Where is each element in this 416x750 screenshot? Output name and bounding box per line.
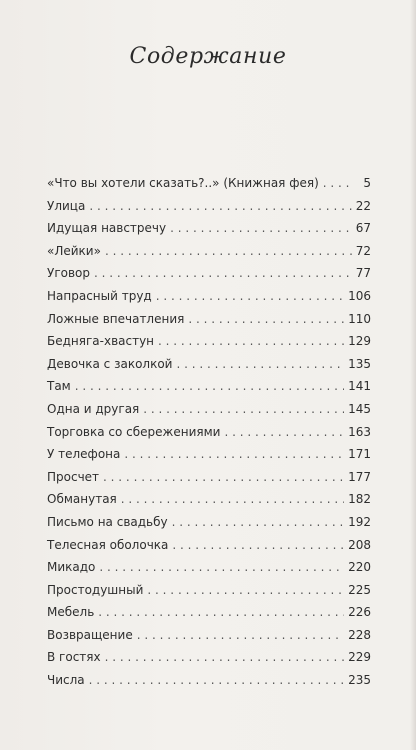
toc-entry-page-number: 229 — [348, 650, 371, 665]
toc-entry: Напрасный труд 106 — [47, 289, 371, 312]
toc-entry: У телефона 171 — [47, 447, 371, 470]
toc-entry: Ложные впечатления 110 — [47, 312, 371, 335]
toc-entry-page-number: 182 — [348, 492, 371, 507]
toc-entry: «Лейки» 72 — [47, 244, 371, 267]
toc-entry-page-number: 106 — [348, 288, 371, 303]
toc-entry-page-number: 145 — [348, 401, 371, 416]
toc-leader-dots — [105, 244, 352, 258]
page-edge-shadow — [410, 0, 416, 750]
toc-entry-page-number: 72 — [355, 243, 371, 258]
toc-leader-dots — [172, 515, 344, 529]
toc-entry-title: Торговка со сбережениями — [47, 424, 221, 439]
toc-leader-dots — [103, 470, 344, 484]
toc-entry: Уговор 77 — [47, 266, 371, 289]
toc-entry-title: Напрасный труд — [47, 288, 152, 303]
toc-leader-dots — [147, 583, 344, 597]
toc-entry-title: Обманутая — [47, 492, 117, 507]
table-of-contents: «Что вы хотели сказать?..» (Книжная фея)… — [47, 176, 371, 696]
toc-entry-title: Бедняга-хвастун — [47, 334, 155, 349]
toc-leader-dots — [98, 605, 344, 619]
toc-entry-page-number: 129 — [348, 334, 371, 349]
toc-entry: Улица 22 — [47, 199, 371, 222]
toc-leader-dots — [188, 312, 344, 326]
toc-entry-title: Идущая навстречу — [47, 221, 167, 236]
toc-leader-dots — [224, 425, 344, 439]
toc-entry-title: Улица — [47, 198, 86, 213]
toc-entry: Идущая навстречу 67 — [47, 221, 371, 244]
toc-leader-dots — [143, 402, 344, 416]
toc-leader-dots — [172, 538, 344, 552]
toc-leader-dots — [105, 650, 344, 664]
toc-entry-title: Одна и другая — [47, 401, 140, 416]
toc-entry-page-number: 141 — [348, 379, 371, 394]
toc-leader-dots — [89, 673, 344, 687]
toc-entry: Простодушный 225 — [47, 583, 371, 606]
toc-entry: Там 141 — [47, 379, 371, 402]
toc-entry: Возвращение 228 — [47, 628, 371, 651]
toc-leader-dots — [89, 199, 351, 213]
toc-entry-title: Возвращение — [47, 627, 133, 642]
toc-entry-page-number: 225 — [348, 582, 371, 597]
toc-leader-dots — [158, 334, 344, 348]
toc-entry-page-number: 171 — [348, 447, 371, 462]
toc-entry: Мебель 226 — [47, 605, 371, 628]
toc-entry-title: «Лейки» — [47, 243, 101, 258]
toc-entry-title: У телефона — [47, 447, 121, 462]
toc-entry: «Что вы хотели сказать?..» (Книжная фея)… — [47, 176, 371, 199]
toc-entry-page-number: 228 — [348, 627, 371, 642]
toc-entry: Девочка с заколкой 135 — [47, 357, 371, 380]
toc-entry-title: Там — [47, 379, 71, 394]
toc-entry-title: «Что вы хотели сказать?..» (Книжная фея) — [47, 176, 319, 190]
toc-entry-page-number: 177 — [348, 469, 371, 484]
toc-leader-dots — [137, 628, 344, 642]
toc-entry-page-number: 77 — [355, 266, 371, 281]
toc-leader-dots — [121, 492, 344, 506]
toc-entry-title: В гостях — [47, 650, 101, 665]
toc-entry-title: Телесная оболочка — [47, 537, 169, 552]
toc-entry: Микадо 220 — [47, 560, 371, 583]
toc-entry-page-number: 22 — [355, 198, 371, 213]
toc-entry-title: Мебель — [47, 605, 95, 620]
toc-entry: Числа 235 — [47, 673, 371, 696]
toc-entry: Торговка со сбережениями 163 — [47, 425, 371, 448]
toc-entry: Письмо на свадьбу 192 — [47, 515, 371, 538]
toc-entry-page-number: 135 — [348, 356, 371, 371]
toc-entry: Телесная оболочка 208 — [47, 538, 371, 561]
toc-entry-title: Просчет — [47, 469, 100, 484]
toc-entry: В гостях 229 — [47, 650, 371, 673]
toc-entry-title: Письмо на свадьбу — [47, 514, 168, 529]
toc-entry-page-number: 235 — [348, 673, 371, 688]
toc-entry-page-number: 220 — [348, 560, 371, 575]
toc-entry: Одна и другая 145 — [47, 402, 371, 425]
toc-entry-title: Уговор — [47, 266, 90, 281]
toc-entry-page-number: 110 — [348, 311, 371, 326]
toc-entry-title: Ложные впечатления — [47, 311, 185, 326]
toc-leader-dots — [176, 357, 344, 371]
toc-entry: Просчет 177 — [47, 470, 371, 493]
toc-entry-page-number: 208 — [348, 537, 371, 552]
toc-entry-title: Девочка с заколкой — [47, 356, 173, 371]
toc-entry: Бедняга-хвастун 129 — [47, 334, 371, 357]
toc-entry-page-number: 226 — [348, 605, 371, 620]
toc-entry-page-number: 163 — [348, 424, 371, 439]
toc-leader-dots — [323, 176, 353, 190]
toc-entry-page-number: 67 — [355, 221, 371, 236]
toc-entry-title: Простодушный — [47, 582, 144, 597]
toc-entry: Обманутая 182 — [47, 492, 371, 515]
page-title: Содержание — [129, 44, 287, 69]
toc-leader-dots — [75, 379, 344, 393]
toc-entry-page-number: 5 — [363, 176, 371, 190]
toc-entry-page-number: 192 — [348, 514, 371, 529]
toc-leader-dots — [94, 266, 352, 280]
toc-leader-dots — [124, 447, 344, 461]
toc-leader-dots — [99, 560, 344, 574]
toc-leader-dots — [156, 289, 344, 303]
toc-leader-dots — [170, 221, 352, 235]
toc-entry-title: Микадо — [47, 560, 96, 575]
toc-entry-title: Числа — [47, 673, 85, 688]
